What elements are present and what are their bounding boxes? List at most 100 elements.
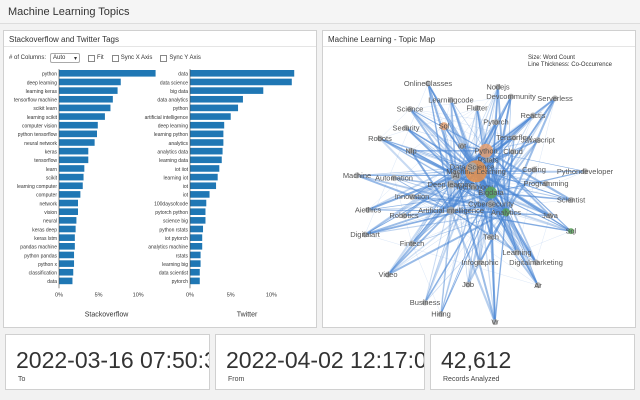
bar[interactable] xyxy=(59,243,75,250)
topic-node[interactable] xyxy=(409,193,415,200)
bar[interactable] xyxy=(59,191,81,198)
topic-node[interactable] xyxy=(514,249,520,256)
bar[interactable] xyxy=(190,70,295,77)
bar[interactable] xyxy=(59,251,75,259)
topic-node[interactable] xyxy=(485,186,497,199)
bar[interactable] xyxy=(190,268,200,276)
topic-node[interactable] xyxy=(403,124,409,131)
topic-node[interactable] xyxy=(568,228,574,235)
bar[interactable] xyxy=(59,147,89,155)
bar[interactable] xyxy=(59,156,89,164)
topic-node[interactable] xyxy=(354,172,360,179)
bar[interactable] xyxy=(190,165,220,172)
topic-node[interactable] xyxy=(535,137,541,144)
topic-node[interactable] xyxy=(408,147,414,154)
fit-checkbox[interactable] xyxy=(88,54,96,62)
bar[interactable] xyxy=(59,113,105,120)
bar[interactable] xyxy=(59,95,113,103)
bar[interactable] xyxy=(190,87,264,94)
bar[interactable] xyxy=(59,130,97,138)
topic-node[interactable] xyxy=(477,259,483,266)
fit-toggle[interactable]: Fit xyxy=(88,54,104,62)
sync-x-checkbox[interactable] xyxy=(111,54,119,62)
topic-node[interactable] xyxy=(474,105,480,112)
bar[interactable] xyxy=(190,208,206,215)
topic-node[interactable] xyxy=(511,134,517,141)
bar[interactable] xyxy=(59,70,156,77)
topic-node[interactable] xyxy=(365,206,371,213)
topic-node[interactable] xyxy=(377,135,383,142)
bar[interactable] xyxy=(190,95,243,103)
bar[interactable] xyxy=(190,182,217,190)
columns-select[interactable]: Auto ▾ xyxy=(50,53,81,63)
topic-node[interactable] xyxy=(385,271,391,278)
bar[interactable] xyxy=(190,104,239,112)
topic-node[interactable] xyxy=(479,143,493,158)
bar[interactable] xyxy=(190,130,224,138)
topic-node[interactable] xyxy=(447,206,455,215)
topic-node[interactable] xyxy=(438,310,444,317)
bar[interactable] xyxy=(59,277,73,285)
sync-x-toggle[interactable]: Sync X Axis xyxy=(111,54,152,62)
bar[interactable] xyxy=(59,234,75,241)
bar[interactable] xyxy=(59,104,111,112)
bar[interactable] xyxy=(190,173,218,181)
topic-node[interactable] xyxy=(465,281,471,288)
bar[interactable] xyxy=(59,139,95,146)
bar[interactable] xyxy=(190,251,201,259)
bar[interactable] xyxy=(59,260,75,267)
topic-node[interactable] xyxy=(471,183,477,190)
sync-y-toggle[interactable]: Sync Y Axis xyxy=(160,54,201,62)
bar[interactable] xyxy=(190,225,204,233)
topic-node[interactable] xyxy=(362,231,368,238)
topic-node[interactable] xyxy=(493,119,499,126)
topic-node[interactable] xyxy=(440,122,448,131)
topic-node[interactable] xyxy=(448,96,454,103)
topic-node[interactable] xyxy=(409,240,415,247)
bar[interactable] xyxy=(59,173,84,181)
topic-node[interactable] xyxy=(547,212,553,219)
bar[interactable] xyxy=(59,268,74,276)
topic-node[interactable] xyxy=(487,200,495,209)
topic-node[interactable] xyxy=(485,156,491,163)
bar[interactable] xyxy=(190,121,225,129)
bar[interactable] xyxy=(190,156,222,164)
bar[interactable] xyxy=(190,234,203,241)
topic-node[interactable] xyxy=(552,95,558,102)
bar[interactable] xyxy=(59,208,78,215)
bar[interactable] xyxy=(59,199,78,207)
topic-network-graph[interactable]: OnlineClasses Nodejs Learningcode Devcommun… xyxy=(323,48,635,328)
topic-node[interactable] xyxy=(502,208,510,217)
topic-node[interactable] xyxy=(508,93,514,100)
bar[interactable] xyxy=(59,78,121,86)
bar[interactable] xyxy=(59,182,83,190)
topic-node[interactable] xyxy=(492,319,498,326)
bar[interactable] xyxy=(190,78,292,86)
bar[interactable] xyxy=(59,225,76,233)
bar[interactable] xyxy=(190,277,200,285)
topic-node[interactable] xyxy=(407,105,413,112)
bar[interactable] xyxy=(59,217,77,224)
topic-node[interactable] xyxy=(451,170,461,181)
topic-node[interactable] xyxy=(543,180,549,187)
bar[interactable] xyxy=(59,87,118,94)
topic-node[interactable] xyxy=(535,282,541,289)
topic-node[interactable] xyxy=(568,197,574,203)
bar[interactable] xyxy=(59,165,85,172)
topic-node[interactable] xyxy=(530,112,536,119)
topic-node[interactable] xyxy=(459,142,465,149)
bar[interactable] xyxy=(190,199,207,207)
bar[interactable] xyxy=(59,121,98,129)
bar[interactable] xyxy=(190,260,201,267)
topic-node[interactable] xyxy=(531,166,537,173)
bar[interactable] xyxy=(190,113,231,120)
topic-node[interactable] xyxy=(391,174,397,181)
topic-node[interactable] xyxy=(422,299,428,306)
topic-node[interactable] xyxy=(401,212,407,219)
topic-node[interactable] xyxy=(533,259,539,266)
topic-node[interactable] xyxy=(495,83,501,90)
topic-node[interactable] xyxy=(467,162,477,173)
bar[interactable] xyxy=(190,147,223,155)
bar[interactable] xyxy=(190,217,206,224)
topic-node[interactable] xyxy=(488,233,494,240)
